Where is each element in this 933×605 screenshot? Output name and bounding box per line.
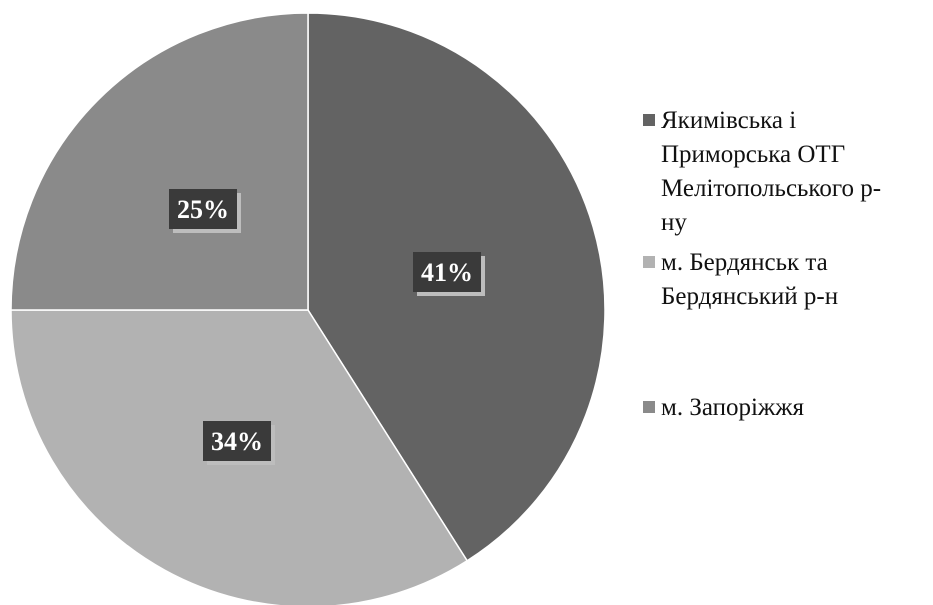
data-label-box — [203, 421, 271, 461]
legend-item-3: м. Запоріжжя — [643, 394, 804, 421]
legend-swatch — [643, 114, 655, 126]
data-label-text: 25% — [177, 195, 229, 224]
legend-swatch — [643, 256, 655, 268]
data-label-2: 34% — [203, 421, 275, 465]
legend-label: м. Бердянськ та — [661, 249, 828, 276]
data-label-1: 41% — [413, 252, 485, 296]
legend-item-2: м. Бердянськ та Бердянський р-н — [643, 249, 838, 310]
legend-swatch — [643, 401, 655, 413]
legend-label: Якимівська і — [661, 107, 796, 134]
legend-label: м. Запоріжжя — [661, 394, 804, 421]
legend-label: ну — [661, 209, 687, 236]
legend-item-1: Якимівська і Приморська ОТГ Мелітопольсько… — [643, 107, 881, 236]
data-label-box — [413, 252, 481, 292]
pie-slice-3 — [10, 12, 309, 311]
legend: Якимівська і Приморська ОТГ Мелітопольсько… — [643, 107, 881, 421]
legend-label: Мелітопольського р- — [661, 175, 881, 202]
data-label-box — [169, 189, 237, 229]
data-label-text: 34% — [211, 427, 263, 456]
data-label-text: 41% — [421, 258, 473, 287]
legend-label: Бердянський р-н — [661, 283, 838, 310]
data-label-3: 25% — [169, 189, 241, 233]
legend-label: Приморська ОТГ — [661, 141, 845, 168]
pie-slices — [10, 12, 606, 605]
pie-data-labels: 41% 34% 25% — [169, 189, 485, 465]
